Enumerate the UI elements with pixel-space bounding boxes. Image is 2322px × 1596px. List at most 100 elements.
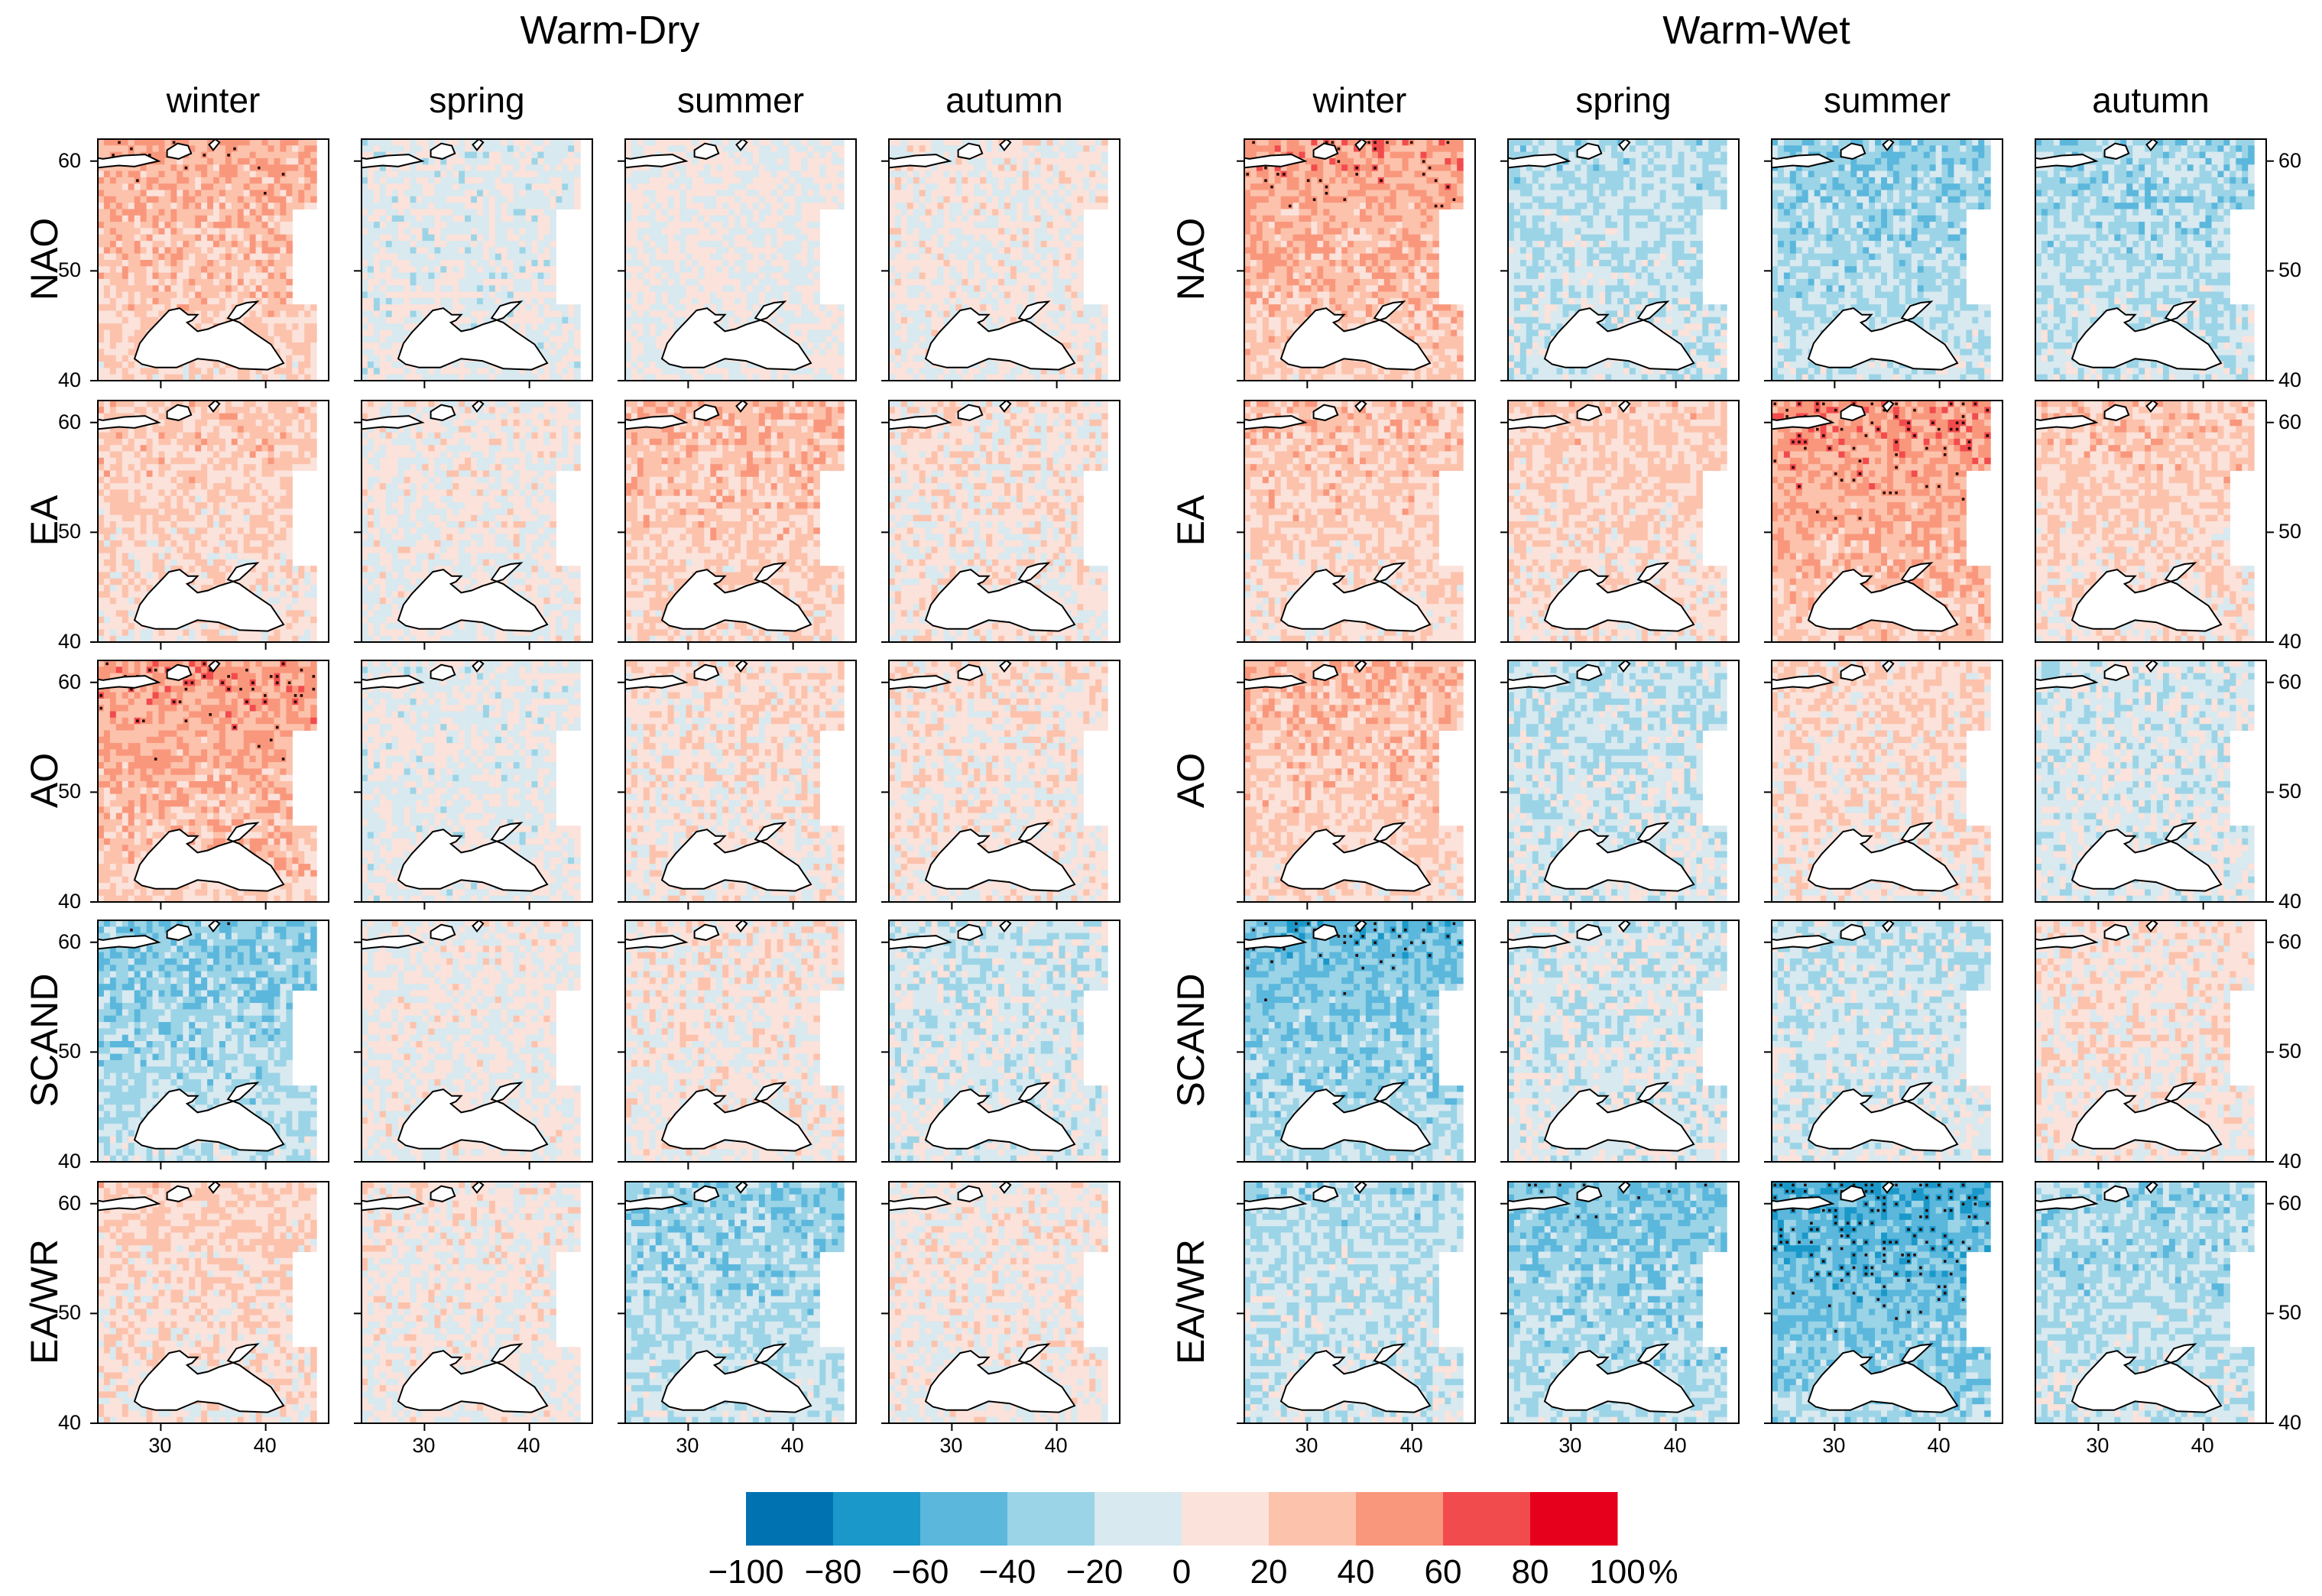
lake-onega-outline: [999, 139, 1012, 152]
gulf-of-finland-outline: [2035, 154, 2099, 169]
lake-onega-outline: [472, 1182, 485, 1195]
panel-frame: [2035, 920, 2267, 1163]
colorbar-segment: [1269, 1492, 1357, 1546]
gulf-of-finland-outline: [98, 415, 161, 430]
black-sea-outline: [2071, 1343, 2223, 1413]
map-panel-warm-wet-ea-spring: [1508, 401, 1727, 642]
lake-ladoga-outline: [166, 404, 193, 421]
map-panel-warm-wet-ao-winter: [1244, 660, 1464, 902]
panel-frame: [1244, 660, 1476, 903]
map-panel-warm-wet-ea-autumn: [2035, 401, 2255, 642]
y-tick-label: 50: [2278, 1040, 2301, 1063]
lake-ladoga-outline: [1840, 1185, 1866, 1202]
panel-frame: [97, 138, 329, 381]
lake-ladoga-outline: [430, 142, 456, 160]
gulf-of-finland-outline: [1508, 154, 1571, 169]
lake-onega-outline: [999, 660, 1012, 673]
panel-frame: [97, 400, 329, 643]
panel-frame: [361, 1181, 593, 1424]
black-sea-outline: [660, 1082, 812, 1152]
y-tick-label: 60: [2278, 410, 2301, 434]
x-tick-label: 40: [781, 1434, 804, 1458]
lake-onega-outline: [208, 401, 221, 414]
black-sea-outline: [397, 562, 549, 632]
panel-frame: [888, 400, 1120, 643]
map-panel-warm-wet-eawr-summer: [1772, 1182, 1991, 1423]
black-sea-outline: [2071, 562, 2223, 632]
x-tick-label: 40: [2191, 1434, 2214, 1458]
lake-ladoga-outline: [1576, 142, 1603, 160]
gulf-of-finland-outline: [1772, 935, 1835, 950]
black-sea-outline: [924, 822, 1076, 892]
lake-onega-outline: [1618, 401, 1631, 414]
map-panel-warm-wet-scand-winter: [1244, 920, 1464, 1162]
lake-ladoga-outline: [166, 663, 193, 681]
lake-onega-outline: [1618, 920, 1631, 933]
gulf-of-finland-outline: [625, 1196, 689, 1212]
colorbar-tick-label: 20: [1215, 1553, 1322, 1591]
map-panel-warm-dry-ea-summer: [625, 401, 845, 642]
gulf-of-finland-outline: [2035, 415, 2099, 430]
black-sea-outline: [1543, 1082, 1695, 1152]
map-panel-warm-wet-ao-spring: [1508, 660, 1727, 902]
map-panel-warm-wet-scand-autumn: [2035, 920, 2255, 1162]
panel-frame: [2035, 138, 2267, 381]
gulf-of-finland-outline: [889, 154, 952, 169]
lake-onega-outline: [2145, 401, 2158, 414]
panel-frame: [361, 400, 593, 643]
panel-frame: [1771, 660, 2003, 903]
lake-ladoga-outline: [166, 142, 193, 160]
black-sea-outline: [133, 1082, 285, 1152]
colorbar-segment: [833, 1492, 921, 1546]
season-label-winter: winter: [91, 79, 336, 121]
colorbar-tick-label: 80: [1477, 1553, 1584, 1591]
colorbar-segment: [1356, 1492, 1444, 1546]
lake-onega-outline: [472, 401, 485, 414]
lake-ladoga-outline: [2103, 923, 2130, 941]
x-tick-label: 40: [254, 1434, 277, 1458]
lake-ladoga-outline: [430, 663, 456, 681]
colorbar-tick-label: −60: [867, 1553, 974, 1591]
lake-onega-outline: [735, 139, 748, 152]
map-panel-warm-dry-nao-summer: [625, 139, 845, 381]
y-tick-label: 60: [58, 670, 81, 694]
colorbar-segment: [1095, 1492, 1182, 1546]
gulf-of-finland-outline: [1772, 675, 1835, 690]
gulf-of-finland-outline: [1244, 1196, 1308, 1212]
lake-onega-outline: [1882, 401, 1895, 414]
map-panel-warm-wet-nao-autumn: [2035, 139, 2255, 381]
black-sea-outline: [397, 1082, 549, 1152]
lake-ladoga-outline: [166, 1185, 193, 1202]
season-label-autumn: autumn: [2029, 79, 2273, 121]
y-tick-label: 40: [2278, 890, 2301, 913]
panel-frame: [1507, 1181, 1740, 1424]
colorbar-segment: [1443, 1492, 1531, 1546]
colorbar-segment: [746, 1492, 834, 1546]
lake-ladoga-outline: [693, 1185, 720, 1202]
panel-frame: [1507, 920, 1740, 1163]
gulf-of-finland-outline: [1772, 1196, 1835, 1212]
black-sea-outline: [2071, 300, 2223, 371]
lake-ladoga-outline: [1576, 1185, 1603, 1202]
lake-onega-outline: [735, 401, 748, 414]
x-tick-label: 30: [148, 1434, 171, 1458]
gulf-of-finland-outline: [1508, 1196, 1571, 1212]
y-tick-label: 50: [58, 780, 81, 803]
gulf-of-finland-outline: [889, 415, 952, 430]
panel-frame: [888, 920, 1120, 1163]
gulf-of-finland-outline: [362, 1196, 425, 1212]
lake-ladoga-outline: [430, 1185, 456, 1202]
gulf-of-finland-outline: [889, 1196, 952, 1212]
black-sea-outline: [397, 822, 549, 892]
black-sea-outline: [660, 1343, 812, 1413]
lake-onega-outline: [2145, 920, 2158, 933]
gulf-of-finland-outline: [625, 935, 689, 950]
panel-frame: [1771, 400, 2003, 643]
y-tick-label: 40: [2278, 1411, 2301, 1435]
gulf-of-finland-outline: [2035, 1196, 2099, 1212]
y-tick-label: 40: [58, 1150, 81, 1173]
black-sea-outline: [133, 300, 285, 371]
black-sea-outline: [397, 1343, 549, 1413]
lake-onega-outline: [1354, 139, 1367, 152]
